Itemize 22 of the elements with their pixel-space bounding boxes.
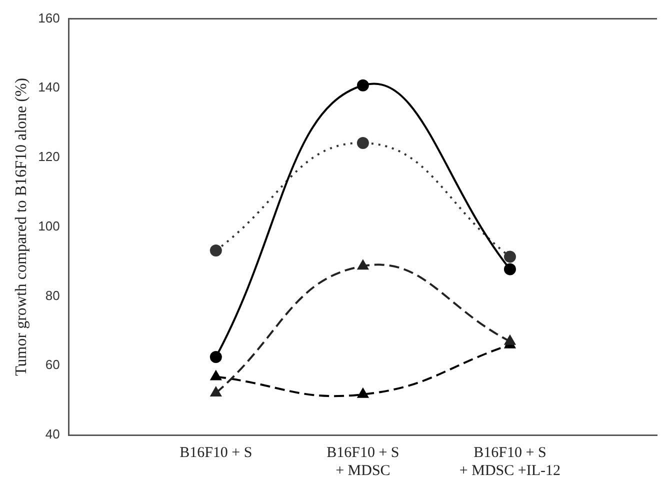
y-tick-label: 160 bbox=[38, 10, 60, 26]
point bbox=[210, 244, 222, 256]
y-tick-label: 60 bbox=[45, 357, 60, 372]
point bbox=[504, 263, 516, 276]
x-tick-label: B16F10 + S + MDSC +IL-12 bbox=[459, 444, 561, 479]
x-tick-label: B16F10 + S bbox=[180, 444, 252, 461]
point bbox=[504, 250, 516, 263]
y-tick-label: 140 bbox=[38, 80, 60, 95]
y-axis-title: Tumor growth compared to B16F10 alone (%) bbox=[12, 78, 30, 376]
x-tick-label: B16F10 + S + MDSC bbox=[326, 444, 400, 479]
y-tick-label: 80 bbox=[45, 288, 60, 303]
point bbox=[358, 388, 368, 398]
point bbox=[356, 79, 369, 92]
point bbox=[358, 260, 368, 270]
y-tick-label: 120 bbox=[38, 149, 60, 164]
point bbox=[210, 387, 222, 397]
point bbox=[210, 350, 222, 363]
point bbox=[356, 136, 369, 149]
y-tick-label: 100 bbox=[38, 218, 60, 234]
point bbox=[210, 370, 222, 380]
point bbox=[504, 335, 516, 345]
y-tick-label: 40 bbox=[45, 426, 60, 442]
